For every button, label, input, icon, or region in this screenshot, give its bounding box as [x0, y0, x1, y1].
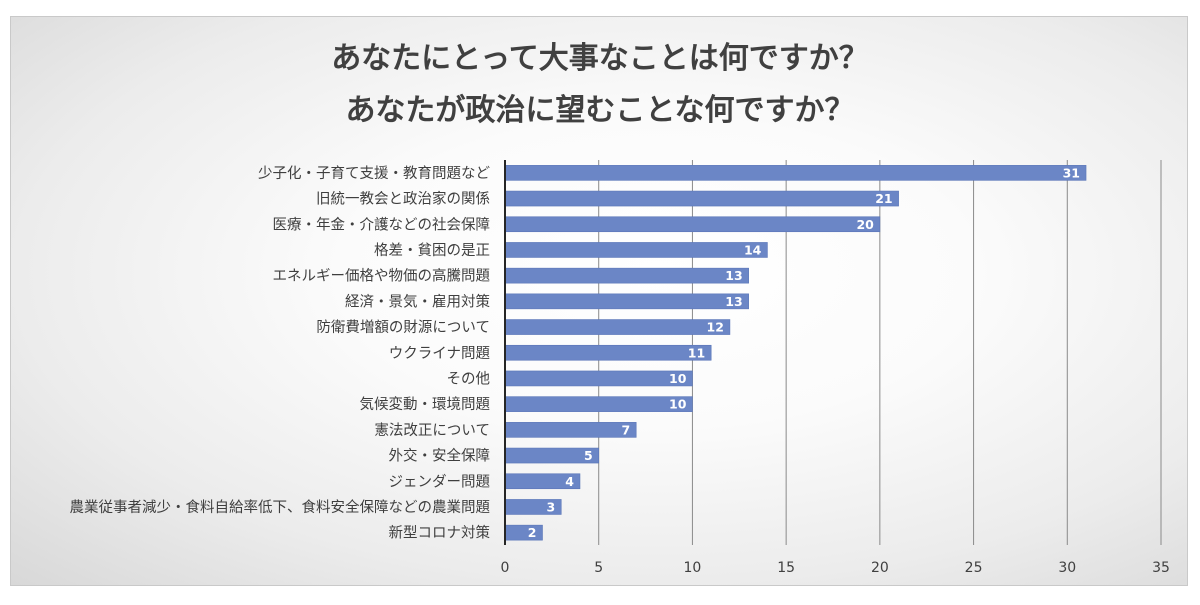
category-label: 憲法改正について [374, 421, 490, 439]
bar [504, 422, 637, 438]
data-label: 2 [528, 525, 537, 540]
category-label: エネルギー価格や物価の高騰問題 [273, 267, 491, 285]
data-label: 3 [547, 499, 556, 514]
data-label: 20 [856, 217, 874, 232]
chart-title: あなたにとって大事なことは何ですか？ あなたが政治に望むことな何ですか？ [331, 41, 869, 128]
data-label: 21 [875, 191, 892, 206]
category-label: 旧統一教会と政治家の関係 [316, 191, 490, 208]
data-label: 12 [707, 320, 724, 335]
x-tick-label: 10 [684, 560, 702, 576]
bar [504, 242, 768, 258]
x-tick-label: 15 [777, 560, 795, 576]
data-label: 13 [725, 268, 742, 283]
bar [504, 396, 693, 412]
data-label: 11 [688, 345, 705, 360]
x-tick-label: 20 [871, 560, 889, 576]
chart-title-line-1: あなたにとって大事なことは何ですか？ [331, 41, 869, 76]
category-label: 少子化・子育て支援・教育問題など [258, 165, 490, 182]
data-label: 14 [744, 242, 762, 257]
data-label: 13 [725, 294, 742, 309]
bar [504, 370, 693, 387]
bar [504, 344, 712, 361]
data-label: 10 [669, 371, 687, 386]
category-label: 格差・貧困の是正 [374, 242, 490, 259]
x-tick-label: 5 [594, 560, 603, 576]
category-label: ジェンダー問題 [389, 473, 491, 490]
chart-title-line-2: あなたが政治に望むことな何ですか？ [345, 93, 854, 128]
bar [504, 267, 749, 284]
x-tick-label: 25 [965, 560, 983, 576]
data-label: 4 [565, 474, 574, 489]
category-label: ウクライナ問題 [389, 345, 490, 362]
category-label: 新型コロナ対策 [389, 525, 491, 542]
data-label: 10 [669, 397, 687, 412]
x-tick-label: 0 [501, 560, 510, 576]
x-axis-ticks: 0 5 10 15 20 25 30 35 [501, 560, 1170, 576]
category-label: 医療・年金・介護などの社会保障 [273, 215, 491, 233]
x-tick-label: 35 [1152, 560, 1170, 576]
category-label: 農業従事者減少・食料自給率低下、食料安全保障などの農業問題 [70, 498, 491, 516]
bar [504, 165, 1087, 181]
bar [504, 319, 731, 335]
data-label: 5 [584, 448, 593, 463]
bar [504, 524, 543, 541]
data-label: 7 [621, 422, 630, 437]
category-label: 防衛費増額の財源について [316, 319, 490, 336]
category-label: 外交・安全保障 [389, 447, 491, 465]
category-label: 気候変動・環境問題 [360, 395, 491, 413]
category-labels: 少子化・子育て支援・教育問題など旧統一教会と政治家の関係医療・年金・介護などの社… [70, 165, 491, 542]
x-tick-label: 30 [1058, 560, 1076, 576]
bar [504, 190, 899, 207]
bar [504, 216, 881, 233]
bars [504, 165, 1087, 541]
category-label: 経済・景気・雇用対策 [345, 293, 490, 310]
data-label: 31 [1063, 165, 1080, 180]
category-label: その他 [447, 370, 491, 387]
bar [504, 293, 749, 310]
